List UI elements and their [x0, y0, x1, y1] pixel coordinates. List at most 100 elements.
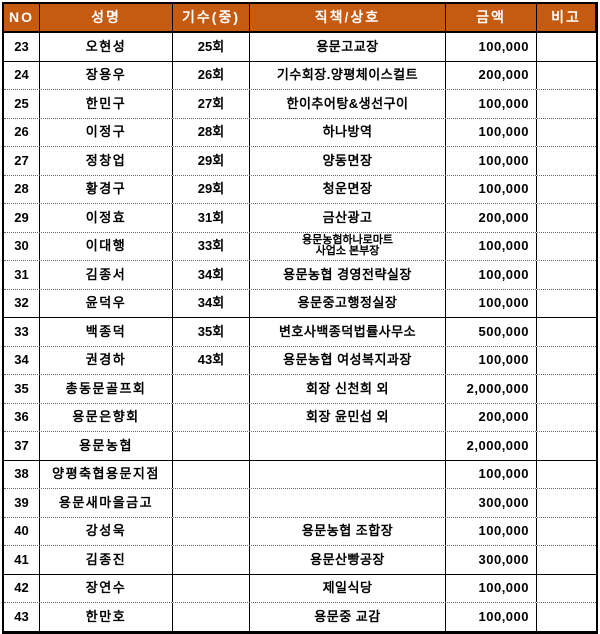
- table-row: 42 장연수 제일식당 100,000: [4, 573, 596, 602]
- cell-note: [537, 62, 596, 90]
- cell-note: [537, 404, 596, 432]
- cell-gisu: 35회: [173, 318, 250, 346]
- cell-gisu: 31회: [173, 204, 250, 232]
- cell-no: 43: [4, 603, 40, 631]
- cell-note: [537, 233, 596, 261]
- table-row: 39 용문새마을금고 300,000: [4, 488, 596, 517]
- cell-note: [537, 432, 596, 460]
- table-row: 26 이정구 28회 하나방역 100,000: [4, 117, 596, 146]
- header-amount: 금액: [446, 4, 537, 31]
- cell-gisu: 27회: [173, 90, 250, 118]
- cell-title: 청운면장: [250, 175, 446, 203]
- cell-no: 30: [4, 232, 40, 260]
- cell-title: 용문산빵공장: [250, 546, 446, 574]
- cell-name: 총동문골프회: [40, 375, 173, 403]
- cell-gisu: 34회: [173, 261, 250, 289]
- cell-gisu: [173, 489, 250, 517]
- table-row: 36 용문은향회 회장 윤민섭 외 200,000: [4, 402, 596, 432]
- cell-gisu: [173, 517, 250, 545]
- table-row: 38 양평축협용문지점 100,000: [4, 459, 596, 488]
- cell-gisu: [173, 403, 250, 431]
- table-row: 23 오현성 25회 용문고교장 100,000: [4, 33, 596, 61]
- cell-amount: 100,000: [446, 289, 537, 317]
- cell-amount: 300,000: [446, 546, 537, 574]
- cell-name: 황경구: [40, 175, 173, 203]
- cell-amount: 100,000: [446, 118, 537, 146]
- cell-no: 36: [4, 403, 40, 431]
- cell-name: 용문은향회: [40, 403, 173, 431]
- table-row: 32 윤덕우 34회 용문중고행정실장 100,000: [4, 288, 596, 318]
- cell-note: [537, 176, 596, 204]
- cell-amount: 200,000: [446, 204, 537, 232]
- cell-amount: 100,000: [446, 346, 537, 374]
- table-row: 30 이대행 33회 용문농협하나로마트 사업소 본부장 100,000: [4, 231, 596, 261]
- cell-name: 장연수: [40, 574, 173, 602]
- cell-no: 39: [4, 489, 40, 517]
- cell-title: 용문농협 조합장: [250, 517, 446, 545]
- cell-no: 33: [4, 318, 40, 346]
- header-title: 직책/상호: [250, 4, 446, 31]
- cell-note: [537, 261, 596, 289]
- cell-gisu: 25회: [173, 33, 250, 61]
- cell-gisu: [173, 460, 250, 488]
- table-row: 35 총동문골프회 회장 신천희 외 2,000,000: [4, 374, 596, 403]
- cell-note: [537, 546, 596, 574]
- cell-gisu: 34회: [173, 289, 250, 317]
- cell-no: 32: [4, 289, 40, 317]
- table-row: 24 장용우 26회 기수회장.양평체이스컬트 200,000: [4, 60, 596, 90]
- cell-name: 정창업: [40, 147, 173, 175]
- cell-note: [537, 290, 596, 318]
- cell-no: 25: [4, 90, 40, 118]
- cell-title: 한이추어탕&생선구이: [250, 90, 446, 118]
- cell-name: 용문농협: [40, 432, 173, 460]
- cell-amount: 100,000: [446, 232, 537, 260]
- table-header-row: NO 성명 기수(중) 직책/상호 금액 비고: [4, 4, 596, 33]
- cell-amount: 100,000: [446, 33, 537, 61]
- cell-title: 용문농협 경영전략실장: [250, 261, 446, 289]
- header-no: NO: [4, 4, 40, 31]
- cell-no: 27: [4, 147, 40, 175]
- cell-gisu: [173, 574, 250, 602]
- cell-gisu: 43회: [173, 346, 250, 374]
- cell-title: 용문고교장: [250, 33, 446, 61]
- cell-gisu: [173, 546, 250, 574]
- cell-note: [537, 33, 596, 61]
- cell-gisu: 33회: [173, 232, 250, 260]
- cell-name: 김종진: [40, 546, 173, 574]
- cell-amount: 100,000: [446, 603, 537, 631]
- cell-title: 용문중고행정실장: [250, 289, 446, 317]
- cell-amount: 500,000: [446, 318, 537, 346]
- donation-table-body: 23 오현성 25회 용문고교장 100,000 24 장용우 26회 기수회장.양평체이스컬트…: [4, 33, 596, 631]
- header-name: 성명: [40, 4, 173, 31]
- cell-amount: 200,000: [446, 403, 537, 431]
- header-note: 비고: [537, 4, 596, 31]
- cell-title: 기수회장.양평체이스컬트: [250, 61, 446, 89]
- cell-no: 37: [4, 432, 40, 460]
- cell-amount: 300,000: [446, 489, 537, 517]
- cell-gisu: 29회: [173, 147, 250, 175]
- cell-amount: 2,000,000: [446, 432, 537, 460]
- cell-name: 김종서: [40, 261, 173, 289]
- cell-title: [250, 460, 446, 488]
- cell-name: 양평축협용문지점: [40, 460, 173, 488]
- cell-no: 40: [4, 517, 40, 545]
- cell-amount: 100,000: [446, 261, 537, 289]
- cell-gisu: 29회: [173, 175, 250, 203]
- cell-title: 용문농협하나로마트 사업소 본부장: [250, 232, 446, 260]
- cell-note: [537, 90, 596, 118]
- cell-name: 강성욱: [40, 517, 173, 545]
- cell-no: 24: [4, 61, 40, 89]
- cell-gisu: 28회: [173, 118, 250, 146]
- cell-title: 회장 윤민섭 외: [250, 403, 446, 431]
- cell-note: [537, 375, 596, 403]
- table-row: 34 권경하 43회 용문농협 여성복지과장 100,000: [4, 345, 596, 374]
- cell-name: 윤덕우: [40, 289, 173, 317]
- cell-note: [537, 318, 596, 346]
- cell-name: 한만호: [40, 603, 173, 631]
- table-row: 40 강성욱 용문농협 조합장 100,000: [4, 516, 596, 545]
- cell-title: 하나방역: [250, 118, 446, 146]
- table-row: 28 황경구 29회 청운면장 100,000: [4, 174, 596, 204]
- cell-title: [250, 432, 446, 460]
- header-gisu: 기수(중): [173, 4, 250, 31]
